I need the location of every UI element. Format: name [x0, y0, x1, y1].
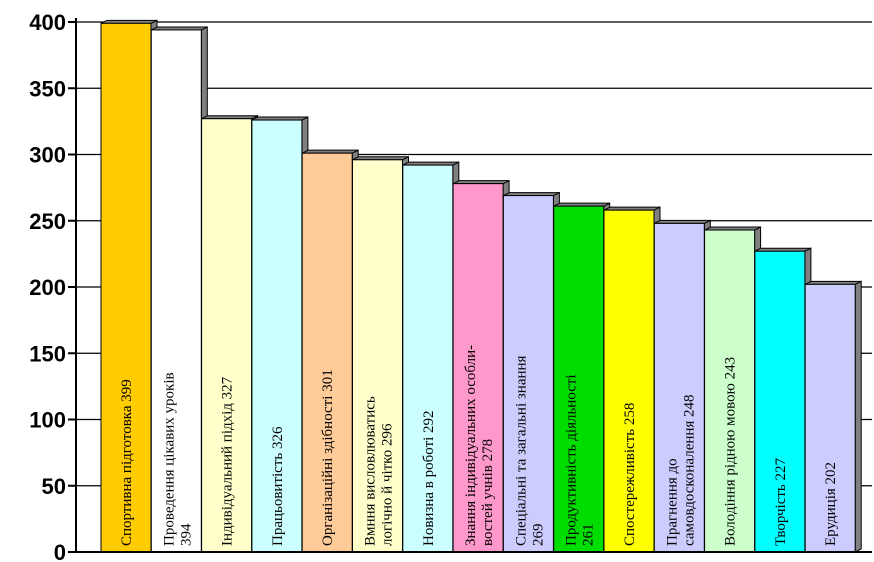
y-tick-label: 300: [29, 143, 66, 168]
bar-label: Індивідуальний підхід 327: [220, 376, 236, 546]
bar-label: Новизна в роботі 292: [421, 410, 437, 546]
bar-label: Спеціальні та загальні знання: [513, 355, 529, 546]
bars-layer: Спортивна підготовка 399 Проведення цікав…: [100, 19, 862, 553]
y-tick-label: 0: [54, 540, 66, 562]
bar-label: Прагнення до: [664, 458, 680, 546]
axis-layer: 0 50 100 150 200 250 300 350 400: [29, 10, 872, 562]
bar-label: Творчість 227: [773, 457, 789, 546]
y-tick-label: 200: [29, 275, 66, 300]
bar: [704, 229, 756, 553]
bar-label: Спортивна підготовка 399: [119, 379, 135, 546]
bar: [301, 152, 353, 553]
bar-label: логічно й чітко 296: [380, 423, 396, 546]
bar: [251, 119, 303, 553]
y-tick-label: 250: [29, 209, 66, 234]
bar: [754, 250, 806, 553]
y-tick-label: 50: [42, 474, 66, 499]
bar: [150, 29, 202, 553]
bar-label: Працьовитість 326: [270, 426, 286, 546]
bar: [402, 164, 454, 553]
bar: [603, 209, 655, 553]
bar-label: Вмння висловлюватись: [363, 396, 379, 546]
bar: [352, 159, 403, 553]
bar-label: Спостережливість 258: [622, 403, 638, 546]
y-tick-label: 350: [29, 76, 66, 101]
bar-label: Володіння рідною мовою 243: [723, 357, 739, 546]
bar-side: [854, 280, 862, 553]
y-tick-label: 100: [29, 408, 66, 433]
bar: [804, 283, 856, 553]
bar: [452, 183, 504, 553]
bar-label: 394: [178, 523, 194, 546]
y-tick-label: 150: [29, 341, 66, 366]
bar-label: Організаційні здібності 301: [320, 369, 336, 546]
y-tick-label: 400: [29, 10, 66, 35]
bar-label: самовдосконалення 248: [681, 394, 697, 546]
bar-label: Ерудиція 202: [823, 462, 839, 546]
bar-label: востей учнів 278: [480, 439, 496, 546]
bar-label: 261: [581, 524, 597, 547]
bar-label: Знання індивідуальних особли-: [463, 345, 479, 546]
bar-label: 269: [530, 524, 546, 547]
bar-label: Проведення цікавих уроків: [161, 372, 177, 546]
bar: [201, 118, 253, 553]
bar-label: Продуктивність діяльності: [564, 374, 580, 546]
